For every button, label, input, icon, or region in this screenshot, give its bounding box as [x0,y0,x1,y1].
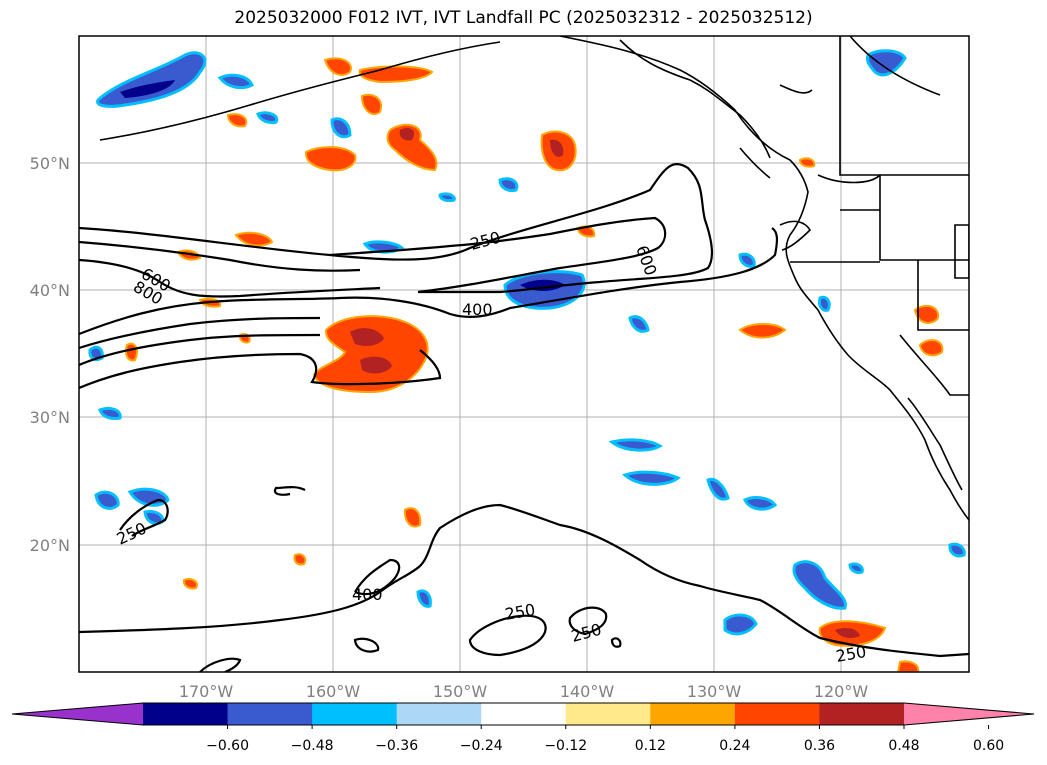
map-title: 2025032000 F012 IVT, IVT Landfall PC (20… [234,8,813,28]
colorbar-tick-label: 0.48 [888,738,919,754]
colorbar-segment [481,703,567,725]
colorbar-extend-max [904,703,1034,725]
ivt-contours [79,163,969,672]
gridlines [79,36,969,672]
map-background [79,36,969,672]
colorbar-tick-label: −0.60 [206,738,249,754]
colorbar-segment [227,703,313,725]
lat-tick-label: 50°N [30,154,70,173]
lat-tick-labels: 50°N 40°N 30°N 20°N [30,154,70,555]
contour-label: 400 [462,300,493,319]
positive-anomaly-shading [125,57,944,672]
lon-tick-label: 170°W [179,682,234,701]
colorbar: −0.60 −0.48 −0.36 −0.24 −0.12 0.12 0.24 0.36 0.4… [11,702,1035,754]
coastlines [99,36,969,521]
lat-tick-label: 30°N [30,408,70,427]
colorbar-tick-label: −0.36 [375,738,418,754]
colorbar-tick-label: 0.36 [804,738,835,754]
colorbar-tick-label: −0.48 [291,738,334,754]
colorbar-segment [396,703,482,725]
lon-tick-label: 140°W [560,682,615,701]
colorbar-segment [143,703,229,725]
lon-tick-label: 150°W [433,682,488,701]
colorbar-tick-label: 0.24 [719,738,750,754]
colorbar-segment [650,703,736,725]
lat-tick-label: 20°N [30,536,70,555]
colorbar-segment [565,703,651,725]
lon-tick-label: 130°W [687,682,742,701]
lon-tick-labels: 170°W 160°W 150°W 140°W 130°W 120°W [179,682,869,701]
colorbar-segment [734,703,820,725]
colorbar-segment [312,703,398,725]
lon-tick-label: 160°W [306,682,361,701]
colorbar-extend-min [12,703,143,725]
colorbar-tick-label: −0.12 [544,738,587,754]
contour-label: 400 [352,585,383,604]
colorbar-segment [819,703,905,725]
colorbar-tick-label: −0.24 [460,738,503,754]
colorbar-tick-label: 0.60 [973,738,1004,754]
lon-tick-label: 120°W [814,682,869,701]
colorbar-tick-label: 0.12 [635,738,666,754]
lat-tick-label: 40°N [30,281,70,300]
map-frame [78,35,970,673]
colorbar-outline [11,702,1035,726]
